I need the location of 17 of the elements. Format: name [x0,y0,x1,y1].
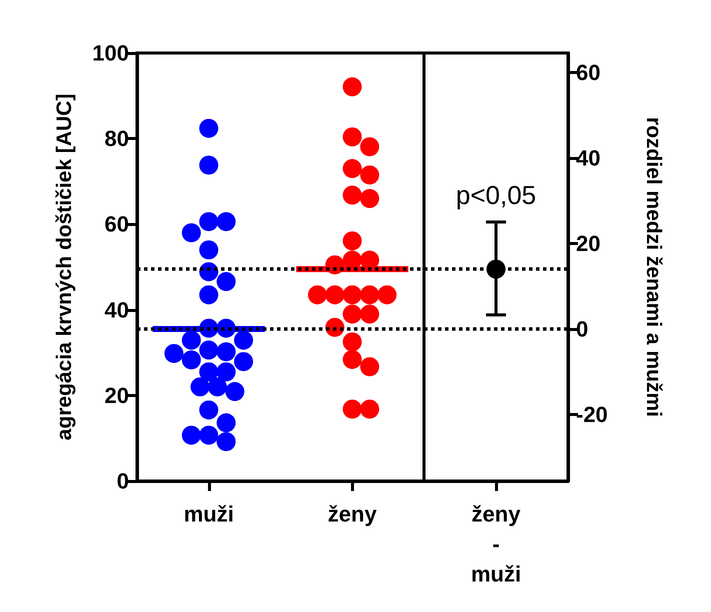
annotation: p<0,05 [456,180,536,210]
x-tick-label: muži [184,502,234,526]
y-tick-label: 20 [104,382,129,408]
x-tick-label: ženy - muži [471,502,522,586]
y2-tick-label: 20 [576,230,601,256]
y-tick-label: 40 [104,297,129,322]
y-axis-title: agregácia krvných doštičiek [AUC] [53,94,76,440]
y-tick-label: 60 [104,212,129,237]
y-tick-label: 100 [92,40,129,66]
y2-axis-title: rozdiel medzi ženami a mužmi [642,117,666,417]
y2-tick-label: 40 [576,145,601,170]
y2-tick-label: 0 [576,316,589,342]
y-tick-label: 80 [104,126,129,152]
y2-tick-label: -20 [576,402,608,428]
x-tick-label: ženy [328,502,378,526]
y-tick-label: 0 [116,468,129,494]
y2-tick-label: 60 [576,60,601,85]
